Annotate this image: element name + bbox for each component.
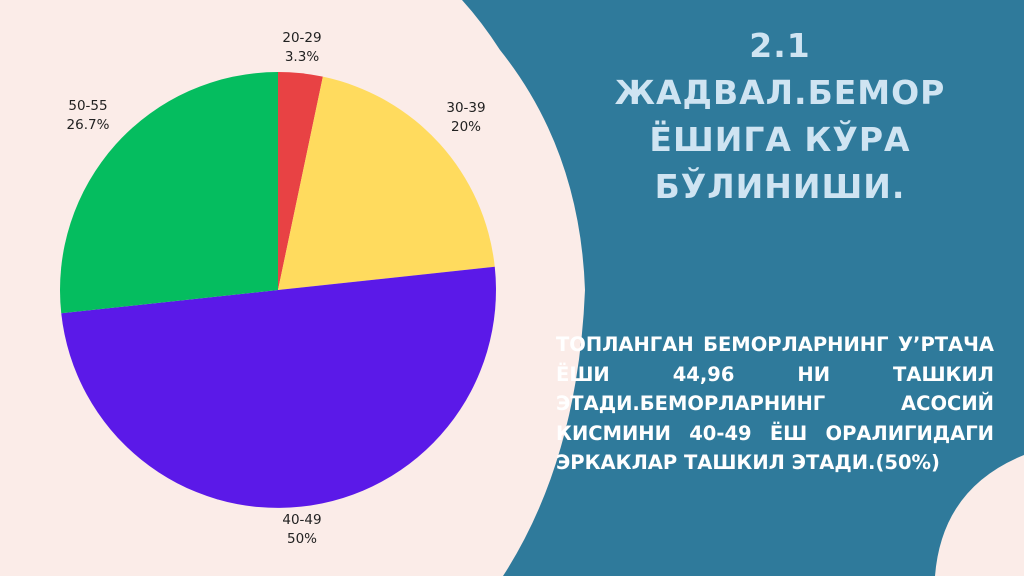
pie-slice-40-49 [61,266,496,508]
slide-title-line: ЁШИГА КЎРА [649,120,911,159]
slide-title-line: БЎЛИНИШИ. [654,167,906,206]
slice-value-label: 3.3% [285,49,319,65]
slide-title-line: 2.1 [749,26,811,65]
pie-chart: 20-29 3.3% 30-39 20% 40-49 50% 50-55 26.7% [60,30,496,547]
slide-title: 2.1 ЖАДВАЛ.БЕМОР ЁШИГА КЎРА БЎЛИНИШИ. [570,22,990,210]
corner-decoration [935,455,1024,576]
slice-category-label: 40-49 [282,512,321,528]
slide-title-line: ЖАДВАЛ.БЕМОР [614,73,946,112]
blue-panel [462,0,1024,576]
slice-category-label: 30-39 [446,100,485,116]
slice-value-label: 26.7% [67,117,110,133]
slide-body-text: ТОПЛАНГАН БЕМОРЛАРНИНГ У’РТАЧА ЁШИ 44,96… [556,333,994,474]
slice-category-label: 20-29 [282,30,321,46]
slice-value-label: 20% [451,119,481,135]
pie-slice-30-39 [278,76,495,290]
slice-category-label: 50-55 [68,98,107,114]
slice-value-label: 50% [287,531,317,547]
pie-slice-20-29 [278,72,323,290]
pie-slice-50-55 [60,72,278,314]
